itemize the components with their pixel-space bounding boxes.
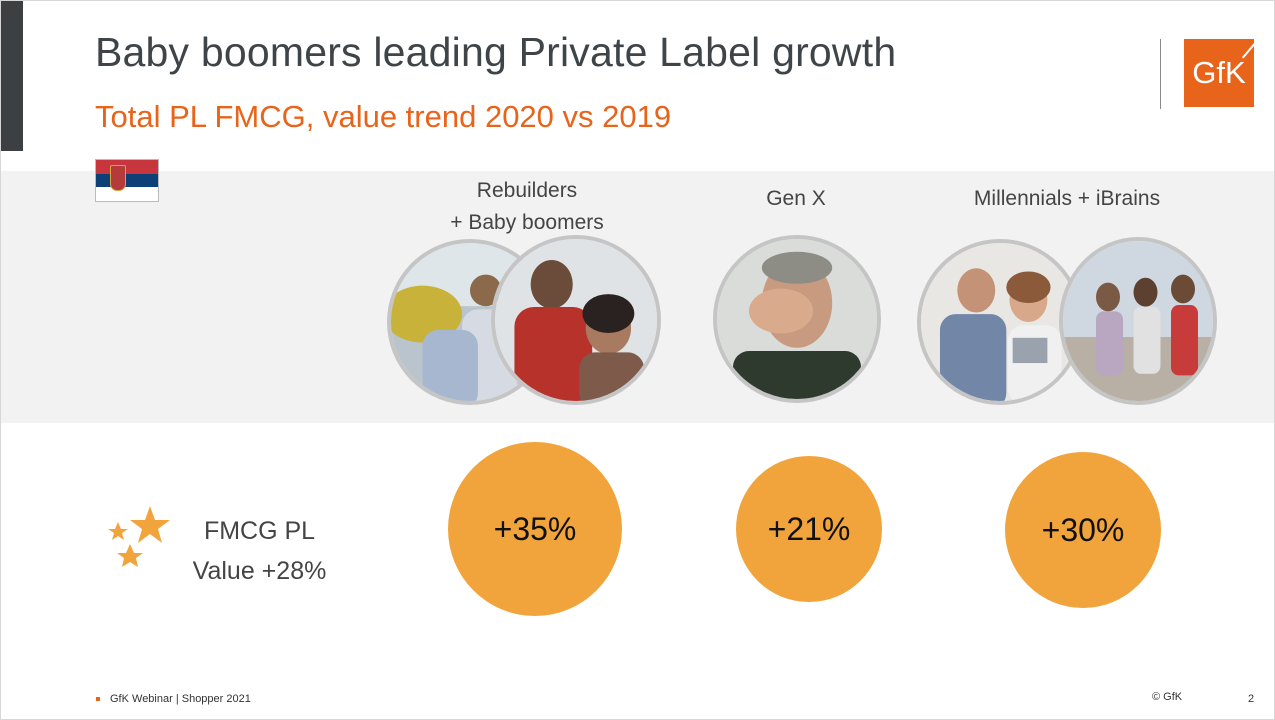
photo-baby-boomers — [491, 235, 661, 405]
value-text: +30% — [1041, 511, 1125, 548]
stars-icon — [108, 506, 170, 567]
serbia-flag-icon — [95, 159, 159, 202]
footer-text: GfK Webinar | Shopper 2021 — [110, 693, 251, 705]
page-number: 2 — [1248, 693, 1255, 705]
value-bubble-rebuilders: +35% — [448, 442, 622, 616]
value-bubble-millennials: +30% — [1005, 452, 1161, 608]
gfk-logo: GfK — [1184, 39, 1254, 107]
photo-gen-x — [713, 235, 881, 403]
logo-text: GfK — [1192, 55, 1246, 90]
slide-title: Baby boomers leading Private Label growt… — [95, 29, 897, 75]
copyright: © GfK — [1152, 691, 1183, 703]
value-text: +21% — [767, 510, 851, 547]
value-bubble-genx: +21% — [736, 456, 882, 602]
logo-divider — [1160, 39, 1161, 109]
fmcg-pl-summary: FMCG PL Value +28% — [177, 511, 342, 591]
summary-line1: FMCG PL — [203, 517, 316, 545]
segment-label-genx: Gen X — [721, 183, 871, 215]
value-text: +35% — [493, 510, 577, 547]
segment-label-millennials: Millennials + iBrains — [941, 183, 1193, 215]
segment-label-line1: Rebuilders — [476, 179, 578, 202]
segment-label-rebuilders: Rebuilders + Baby boomers — [421, 175, 633, 239]
segment-label-line2: + Baby boomers — [450, 211, 604, 234]
slide-subtitle: Total PL FMCG, value trend 2020 vs 2019 — [95, 99, 672, 134]
segment-label-line1: Gen X — [766, 187, 826, 210]
segment-label-line1: Millennials + iBrains — [973, 187, 1161, 210]
logo-slash — [1241, 39, 1254, 59]
summary-line2: Value +28% — [192, 557, 327, 585]
side-accent-bar — [1, 1, 23, 151]
footer-bullet — [96, 697, 100, 701]
photo-millennials — [917, 239, 1083, 405]
photo-ibrains — [1059, 237, 1217, 405]
coat-of-arms-icon — [110, 165, 126, 191]
